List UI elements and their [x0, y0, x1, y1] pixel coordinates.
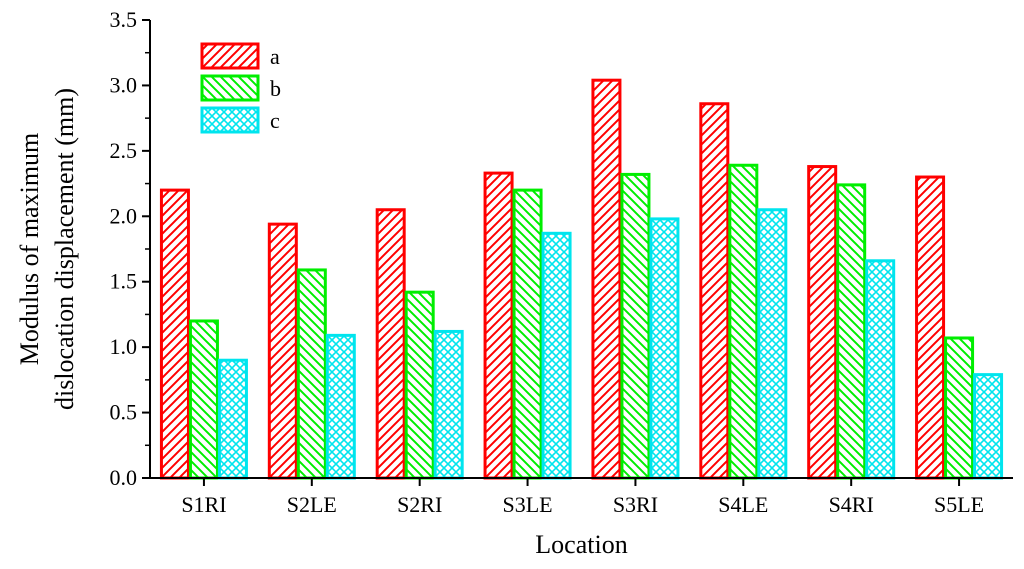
bar-c-s2ri — [433, 329, 464, 480]
y-tick-label: 3.5 — [110, 7, 138, 32]
y-axis-title-line-1: Modulus of maximum — [15, 133, 44, 366]
x-axis-title: Location — [535, 530, 627, 559]
bar-a-s4le — [699, 102, 730, 480]
x-tick-label-s3le: S3LE — [503, 492, 553, 517]
bar-b-s5le — [944, 336, 975, 480]
y-axis-title-line-2: dislocation displacement (mm) — [50, 88, 79, 410]
bar-a-s4ri — [807, 165, 838, 480]
y-tick-label: 1.5 — [110, 269, 138, 294]
y-tick-label: 0.5 — [110, 400, 138, 425]
x-tick-label-s4ri: S4RI — [829, 492, 874, 517]
ticks-layer: 0.0 0.5 1.0 1.5 2.0 2.5 3.0 3.5 S1RI S2LE S2RI S3LE… — [110, 7, 985, 517]
legend-swatch-a — [200, 42, 260, 70]
y-tick-label: 3.0 — [110, 72, 138, 97]
legend-label-c: c — [270, 108, 280, 133]
x-tick-label-s5le: S5LE — [934, 492, 984, 517]
bar-c-s1ri — [217, 358, 248, 480]
x-tick-label-s4le: S4LE — [718, 492, 768, 517]
bar-b-s3le — [512, 188, 543, 480]
legend-label-b: b — [270, 76, 281, 101]
bar-a-s1ri — [159, 188, 190, 480]
x-tick-label-s3ri: S3RI — [613, 492, 658, 517]
x-tick-label-s1ri: S1RI — [181, 492, 226, 517]
bar-b-s4le — [728, 163, 759, 480]
bar-a-s3ri — [591, 78, 622, 480]
legend-swatch-c — [200, 106, 260, 134]
bar-a-s5le — [915, 175, 946, 480]
bar-a-s2le — [267, 222, 298, 480]
legend-label-a: a — [270, 44, 280, 69]
bar-b-s3ri — [620, 172, 651, 480]
legend-swatch-b — [200, 74, 260, 102]
bar-b-s2le — [296, 268, 327, 480]
bar-a-s3le — [483, 171, 514, 480]
bar-b-s1ri — [188, 319, 219, 480]
bar-c-s3ri — [649, 217, 680, 480]
y-tick-label: 2.5 — [110, 138, 138, 163]
x-tick-label-s2le: S2LE — [287, 492, 337, 517]
legend: abc — [200, 42, 281, 134]
y-tick-label: 2.0 — [110, 203, 138, 228]
bar-b-s2ri — [404, 290, 435, 480]
bar-a-s2ri — [375, 208, 406, 480]
y-tick-label: 1.0 — [110, 334, 138, 359]
x-tick-label-s2ri: S2RI — [397, 492, 442, 517]
y-tick-label: 0.0 — [110, 465, 138, 490]
bar-c-s4ri — [865, 259, 896, 480]
bar-c-s2le — [325, 333, 356, 480]
bar-c-s5le — [973, 373, 1004, 480]
bar-b-s4ri — [836, 183, 867, 480]
bar-c-s3le — [541, 231, 572, 480]
bar-c-s4le — [757, 208, 788, 480]
bars-layer — [159, 78, 1004, 480]
